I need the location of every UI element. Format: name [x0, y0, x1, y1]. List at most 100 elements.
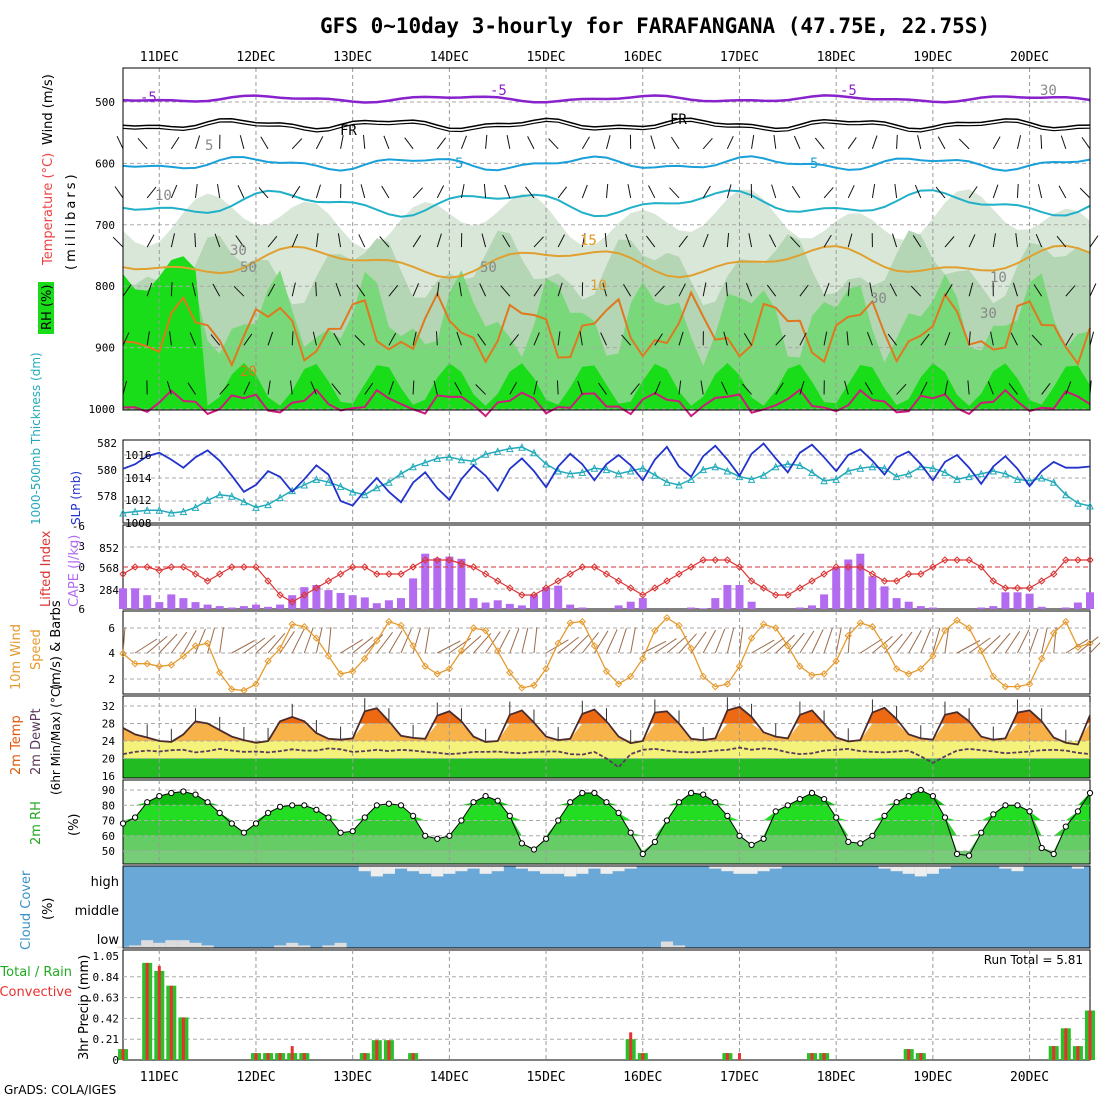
cloud-low-bar	[141, 940, 154, 948]
thickness-point	[1074, 499, 1082, 507]
wind-speed-point	[892, 665, 901, 673]
thickness-point	[433, 454, 442, 462]
wind-barb	[799, 630, 815, 654]
cape-bar	[481, 602, 490, 609]
wind-barb	[509, 381, 518, 395]
cloud-cover-panel: high middle low Cloud Cover (%)	[19, 865, 1091, 950]
cloud-high-bar	[890, 866, 903, 872]
wind-barb	[581, 632, 599, 654]
freezing-level-contour	[122, 117, 1091, 130]
wind-barb	[811, 629, 824, 654]
wind-barb	[388, 630, 403, 654]
rh-point	[410, 812, 417, 820]
thickness-point	[723, 466, 732, 475]
wind-barb	[771, 184, 777, 199]
wind-barb	[333, 332, 342, 346]
rh-tick-label: 80	[102, 799, 115, 812]
rh-point	[422, 832, 429, 839]
thickness-tick-label: 580	[97, 464, 117, 477]
precip-convective-bar	[121, 1049, 125, 1060]
wind-barb	[533, 284, 543, 297]
thickness-point	[941, 468, 949, 476]
lifted-index-line	[122, 559, 1090, 603]
wind-speed-point	[663, 614, 671, 622]
rh-point	[663, 817, 671, 824]
wind-barb	[260, 136, 269, 150]
rh-point	[446, 832, 453, 839]
wind-barb	[291, 138, 303, 150]
wind-barb	[577, 381, 583, 395]
wind-barb	[654, 285, 665, 297]
wind-barb	[233, 285, 245, 297]
wind-barb	[1017, 629, 1030, 654]
wind-speed-point	[179, 652, 188, 660]
date-label: 19DEC	[913, 1070, 952, 1085]
wind-barb	[884, 633, 903, 654]
lifted-index-point	[288, 598, 296, 606]
slp-axis-label: SLP (mb)	[69, 471, 83, 525]
wind-speed-point	[494, 647, 502, 655]
precip-convective-bar	[1064, 1028, 1068, 1060]
precip-convective-bar	[822, 1053, 826, 1060]
lifted-index-point	[409, 563, 417, 571]
pressure-tick-label: 500	[95, 96, 115, 109]
rh-tick-label: 90	[102, 784, 115, 797]
precipitation-panel: 1.05 0.84 0.63 0.42 0.21 0 Run Total = 5.81 Tot…	[0, 949, 1095, 1067]
thickness-point	[675, 480, 683, 489]
rh-point	[373, 802, 380, 809]
cape-bar	[155, 602, 164, 609]
lifted-index-point	[494, 577, 502, 585]
contour-label: 15	[580, 233, 597, 249]
rh-point	[591, 789, 598, 797]
lifted-index-point	[385, 570, 393, 578]
wind-barb	[436, 185, 445, 199]
date-label: 15DEC	[526, 50, 565, 65]
wind-speed-line	[122, 616, 1091, 692]
date-label: 17DEC	[720, 1070, 759, 1085]
precip-tick-label: 0	[112, 1054, 119, 1067]
lifted-index-tick-label: 3	[78, 582, 85, 595]
rh-point	[1002, 802, 1009, 809]
slp-tick-label: 1016	[125, 449, 152, 462]
below-surface-mask	[123, 410, 1090, 440]
thickness-point	[1049, 478, 1058, 486]
wind-barb	[746, 282, 753, 297]
wind-speed-point	[904, 670, 913, 678]
wind-barb	[116, 135, 124, 150]
wind-barb	[291, 185, 301, 199]
thickness-point	[808, 468, 816, 476]
cloud-high-bar	[370, 866, 383, 877]
cape-bar	[844, 559, 853, 609]
wind-speed-point	[191, 642, 200, 650]
cloud-high-bar	[515, 866, 528, 869]
wind-barb	[358, 234, 366, 248]
wind-speed-point	[832, 657, 840, 665]
wind-barb	[714, 628, 726, 654]
lifted-index-point	[530, 591, 538, 599]
wind-barb	[1060, 135, 1067, 150]
cloud-high-bar	[382, 866, 395, 874]
thickness-point	[856, 464, 865, 472]
cape-bar	[614, 605, 623, 609]
wind-barb	[217, 184, 221, 199]
precip-convective-bar	[181, 1017, 185, 1060]
thickness-point	[385, 478, 393, 486]
date-label: 11DEC	[140, 50, 179, 65]
lifted-index-point	[868, 570, 877, 578]
lifted-index-point	[1013, 584, 1022, 592]
wind-barb	[137, 137, 148, 150]
cape-bar	[324, 590, 333, 609]
thickness-point	[651, 471, 659, 479]
wind-barb	[404, 137, 414, 150]
wind-barb	[864, 382, 873, 395]
lifted-index-point	[312, 584, 321, 592]
wind-barb	[958, 138, 970, 150]
thickness-point	[904, 469, 913, 478]
cloud-high-bar	[721, 866, 734, 872]
wind-barb	[980, 635, 1001, 654]
wind-barb	[557, 636, 580, 654]
rh-shading-bright	[123, 256, 1090, 410]
wind-barb	[763, 637, 785, 654]
wind-speed-point	[941, 626, 949, 635]
